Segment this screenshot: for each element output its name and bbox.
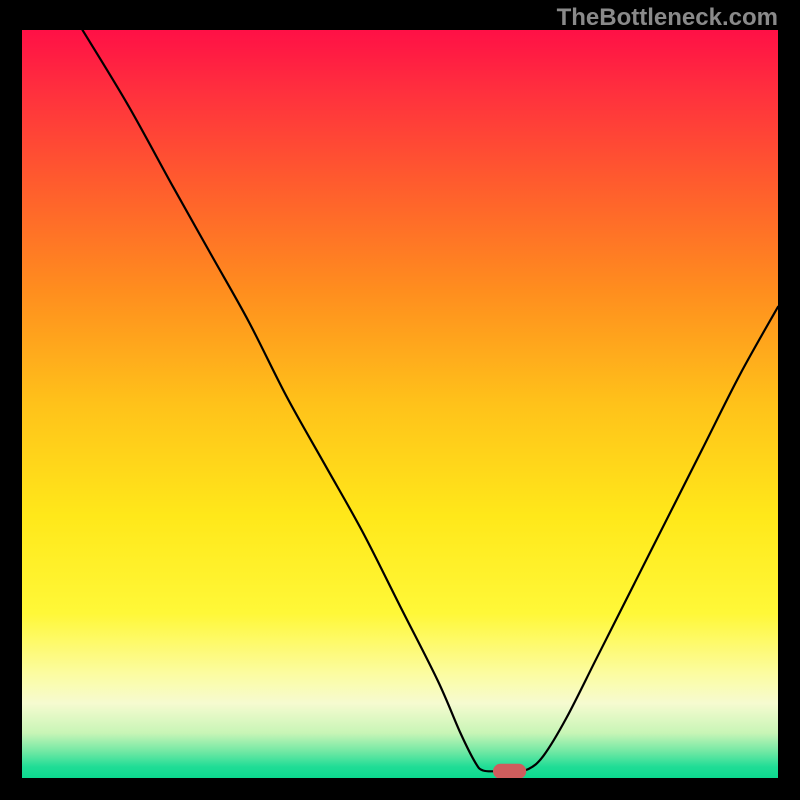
chart-background: [22, 30, 778, 778]
bottleneck-chart: [22, 30, 778, 778]
bottleneck-chart-svg: [22, 30, 778, 778]
bottleneck-marker: [493, 764, 526, 778]
watermark-text: TheBottleneck.com: [557, 4, 778, 32]
